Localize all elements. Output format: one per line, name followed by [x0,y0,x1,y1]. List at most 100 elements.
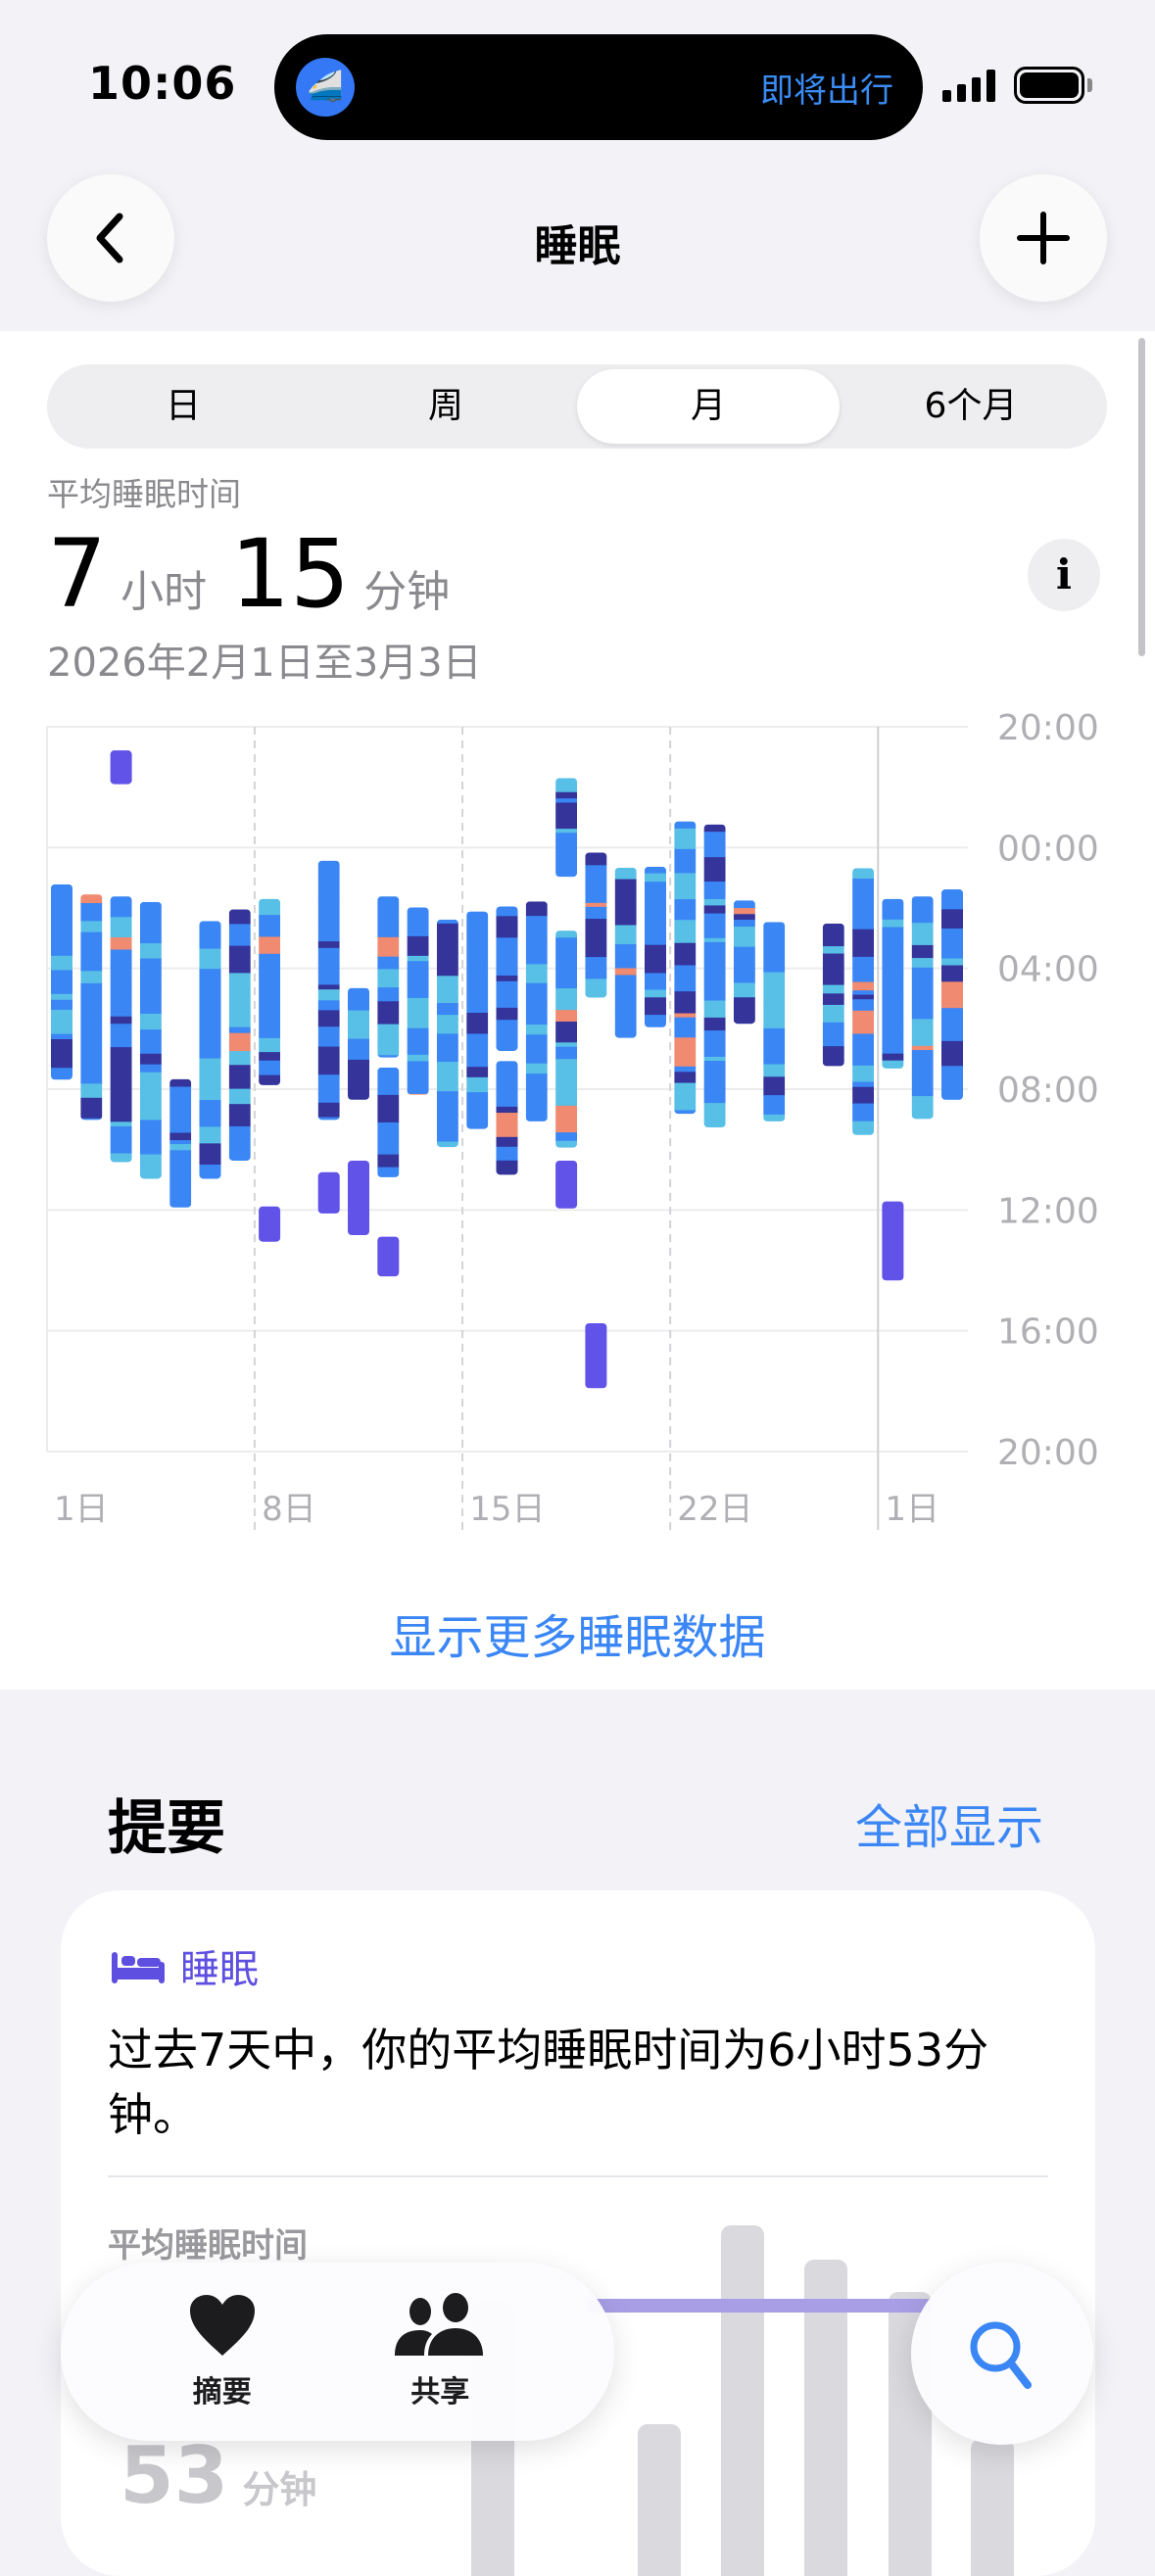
sleep-stage-deep [407,935,429,957]
sleep-bar [733,900,755,1025]
info-button[interactable]: i [1028,539,1100,611]
sleep-stage-core [555,937,578,955]
sleep-stage-rem [51,955,72,971]
sleep-stage-awake [852,1010,875,1034]
sleep-stage-core [169,1150,192,1158]
sleep-stage-deep [822,1046,844,1062]
sleep-chart[interactable]: 20:00 00:00 04:00 08:00 12:00 16:00 20:0… [0,686,1155,1548]
y-tick-label: 12:00 [997,1191,1099,1231]
sleep-stage-core [139,1145,162,1151]
nap-bar [110,750,132,785]
sleep-stage-deep [228,1065,251,1090]
sleep-stage-core [555,870,578,877]
back-button[interactable] [47,174,174,302]
sleep-stage-core [80,961,103,972]
sleep-stage-deep [614,879,637,903]
sleep-stage-awake [110,937,132,951]
sleep-stage-core [703,1061,726,1090]
scrollbar[interactable] [1138,338,1145,656]
sleep-bar [763,922,786,1121]
sleep-stage-deep [466,1067,489,1078]
sleep-stage-core [852,956,875,983]
sleep-stage-deep [645,997,666,1016]
segment-week[interactable]: 周 [427,386,463,426]
card-category: 睡眠 [180,1947,259,1992]
sleep-bar [317,860,340,1121]
sleep-stage-core [525,1018,548,1026]
sleep-stage-deep [436,952,458,977]
sleep-stage-core [259,967,281,989]
bed-icon [112,1952,165,1983]
tab-summary[interactable]: 摘要 [188,2293,257,2410]
sleep-stage-rem [763,972,786,1002]
sleep-stage-core [259,1060,281,1076]
sleep-stage-core [377,1167,400,1177]
sleep-stage-core [525,1034,548,1065]
sleep-stage-rem [228,973,251,1003]
sleep-stage-core [645,925,666,946]
sleep-stage-awake [941,981,963,1009]
segment-6-months[interactable]: 6个月 [924,386,1018,426]
segment-month[interactable]: 月 [577,369,840,444]
sleep-stage-core [348,1038,369,1053]
sleep-highlight-card[interactable]: 睡眠 过去7天中，你的平均睡眠时间为6小时53分钟。 平均睡眠时间 53 分钟 [61,1890,1095,2576]
sleep-stage-awake [852,981,875,991]
y-axis-labels: 20:00 00:00 04:00 08:00 12:00 16:00 20:0… [997,708,1099,1473]
card-header: 睡眠 [110,1937,259,1994]
sleep-stage-rem [555,1081,578,1107]
show-more-sleep-data-link[interactable]: 显示更多睡眠数据 [389,1610,766,1665]
sleep-stage-deep [703,1017,726,1031]
sleep-stage-core [555,875,578,878]
highlights-title: 提要 [108,1794,225,1863]
nap-bar [317,1171,340,1214]
sleep-bar [259,898,281,1085]
dynamic-island[interactable]: 🚄 即将出行 [274,34,923,140]
sleep-stage-core [199,969,221,983]
nap-bar [259,1206,281,1242]
period-segmented-control[interactable]: 日 周 月 6个月 [47,364,1107,449]
show-all-link[interactable]: 全部显示 [854,1800,1043,1855]
segment-day[interactable]: 日 [165,386,201,426]
sleep-bar [585,852,607,998]
sleep-stage-core [614,997,637,1009]
add-data-button[interactable] [980,174,1107,302]
sleep-stage-core [228,1125,251,1141]
signal-icon [942,69,997,102]
sleep-stage-rem [317,989,340,1001]
sleep-stage-core [436,1003,458,1016]
tab-sharing[interactable]: 共享 [393,2293,487,2410]
sleep-bar [377,896,400,1058]
sleep-stage-core [317,900,340,925]
sleep-stage-core [911,1074,934,1097]
sleep-stage-core [169,1091,192,1110]
sleep-stage-core [466,1092,489,1120]
sleep-stage-deep [228,909,251,925]
sleep-stage-rem [733,982,755,998]
sleep-stage-core [674,1066,697,1073]
y-tick-label: 20:00 [997,1433,1099,1473]
sleep-stage-deep [317,1010,340,1027]
sleep-stage-core [614,989,637,999]
sleep-stage-core [259,931,281,937]
sleep-stage-deep [703,857,726,883]
sleep-stage-rem [199,1058,221,1086]
sleep-stage-core [317,1026,340,1048]
sleep-stage-core [436,1114,458,1125]
sleep-stage-core [51,970,72,995]
sleep-bar [614,867,637,1038]
sleep-stage-core [674,1017,697,1038]
sleep-stage-rem [436,1069,458,1092]
search-button[interactable] [911,2263,1093,2445]
sleep-stage-deep [882,1053,904,1062]
tab-bar[interactable]: 摘要 共享 [61,2263,614,2441]
sleep-stage-core [259,953,281,969]
sleep-stage-core [852,1081,875,1088]
nap-bar [882,1201,904,1281]
sleep-stage-core [139,1029,162,1055]
sleep-stage-deep [852,994,875,1000]
sleep-stage-deep [317,1046,340,1075]
status-time: 10:06 [88,57,237,110]
sleep-stage-core [139,958,162,988]
sleep-stage-rem [139,1072,162,1095]
nap-bar [585,1322,607,1389]
